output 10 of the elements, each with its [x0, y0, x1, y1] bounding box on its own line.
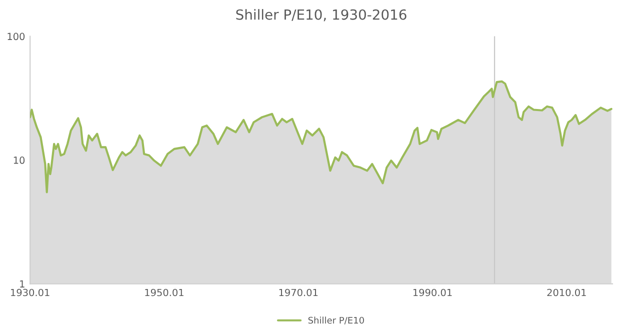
x-tick-label: 1970.01: [279, 288, 318, 296]
legend-label: Shiller P/E10: [308, 316, 364, 324]
x-tick-label: 1930.01: [11, 288, 50, 296]
y-tick-label: 1: [20, 280, 24, 288]
y-tick-label: 10: [14, 156, 25, 164]
y-tick-label: 100: [8, 32, 25, 40]
x-tick-label: 1990.01: [413, 288, 452, 296]
chart-title: Shiller P/E10, 1930-2016: [236, 9, 406, 22]
x-tick-label: 1950.01: [145, 288, 184, 296]
x-tick-label: 2010.01: [547, 288, 586, 296]
